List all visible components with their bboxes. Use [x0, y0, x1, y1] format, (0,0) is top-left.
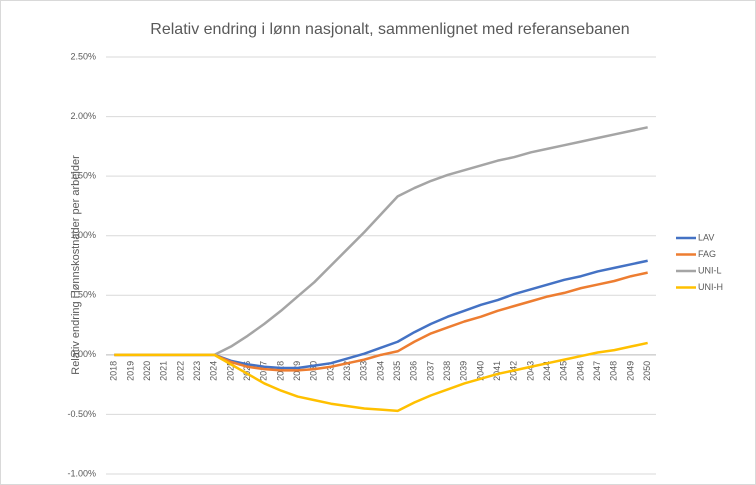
- x-tick-label: 2046: [575, 361, 585, 381]
- x-tick-label: 2037: [425, 361, 435, 381]
- y-tick-label: 0.00%: [70, 349, 96, 359]
- x-tick-label: 2024: [209, 361, 219, 381]
- x-tick-label: 2036: [409, 361, 419, 381]
- x-tick-label: 2035: [392, 361, 402, 381]
- x-tick-label: 2050: [642, 361, 652, 381]
- y-tick-label: 2.50%: [70, 51, 96, 61]
- x-tick-label: 2034: [375, 361, 385, 381]
- x-tick-label: 2048: [609, 361, 619, 381]
- x-tick-label: 2027: [259, 361, 269, 381]
- x-tick-label: 2043: [525, 361, 535, 381]
- y-tick-label: 1.00%: [70, 230, 96, 240]
- y-axis-label: Relativ endring i lønnskostnader per arb…: [70, 155, 82, 375]
- legend-label: UNI-L: [698, 265, 722, 275]
- x-tick-label: 2026: [242, 361, 252, 381]
- x-tick-label: 2033: [359, 361, 369, 381]
- line-series: [114, 341, 648, 413]
- x-tick-label: 2041: [492, 361, 502, 381]
- x-tick-label: 2019: [125, 361, 135, 381]
- y-tick-label: -0.50%: [67, 409, 96, 419]
- x-tick-label: 2021: [159, 361, 169, 381]
- legend-label: FAG: [698, 249, 716, 259]
- y-tick-label: -1.00%: [67, 468, 96, 478]
- x-tick-label: 2023: [192, 361, 202, 381]
- y-tick-label: 2.00%: [70, 111, 96, 121]
- x-tick-label: 2030: [309, 361, 319, 381]
- chart-title: Relativ endring i lønn nasjonalt, sammen…: [150, 21, 629, 38]
- legend-label: LAV: [698, 232, 714, 242]
- legend-label: UNI-H: [698, 282, 723, 292]
- x-tick-label: 2044: [542, 361, 552, 381]
- x-tick-label: 2038: [442, 361, 452, 381]
- x-tick-label: 2045: [559, 361, 569, 381]
- x-tick-label: 2018: [109, 361, 119, 381]
- x-tick-label: 2047: [592, 361, 602, 381]
- x-tick-label: 2032: [342, 361, 352, 381]
- x-tick-label: 2039: [459, 361, 469, 381]
- x-tick-label: 2031: [325, 361, 335, 381]
- x-tick-label: 2025: [225, 361, 235, 381]
- x-tick-label: 2049: [625, 361, 635, 381]
- y-tick-label: 1.50%: [70, 171, 96, 181]
- y-tick-label: 0.50%: [70, 290, 96, 300]
- x-tick-label: 2040: [475, 361, 485, 381]
- x-tick-label: 2020: [142, 361, 152, 381]
- x-tick-label: 2022: [175, 361, 185, 381]
